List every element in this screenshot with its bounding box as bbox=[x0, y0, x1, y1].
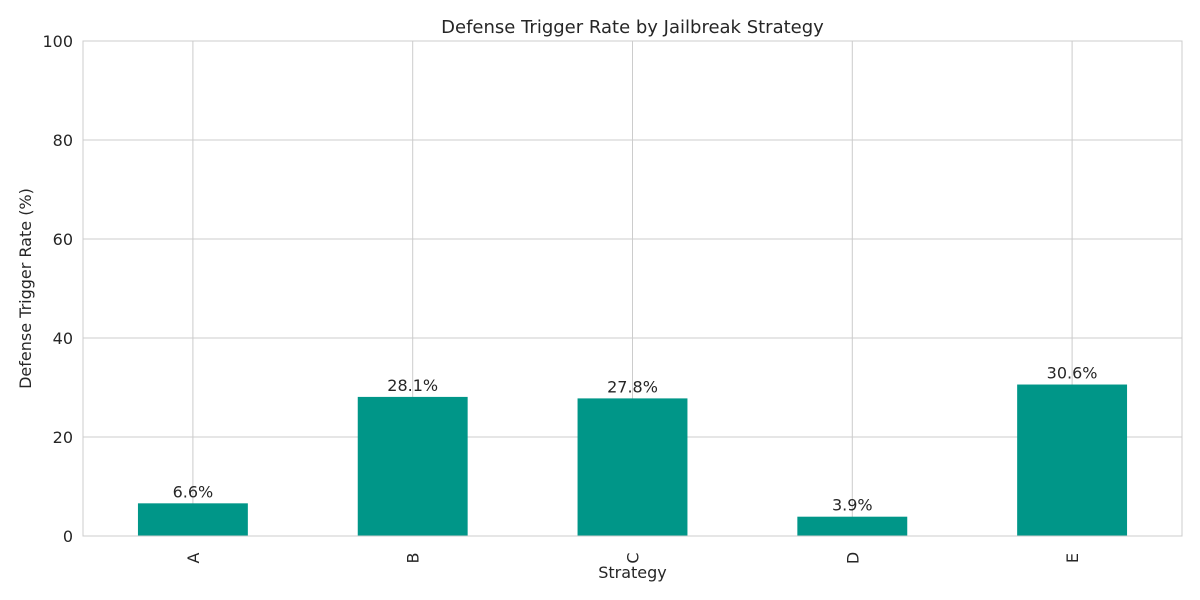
bar-d bbox=[797, 516, 908, 536]
y-axis-label: Defense Trigger Rate (%) bbox=[16, 188, 35, 389]
y-tick-label: 100 bbox=[42, 32, 73, 51]
y-tick-label: 80 bbox=[53, 131, 73, 150]
bar-layer bbox=[137, 384, 1128, 536]
y-tick-label: 40 bbox=[53, 329, 73, 348]
x-axis-label: Strategy bbox=[598, 563, 667, 582]
data-label: 3.9% bbox=[832, 496, 873, 515]
data-label: 28.1% bbox=[387, 376, 438, 395]
bar-b bbox=[357, 396, 468, 536]
data-label-layer: 6.6% 28.1% 27.8% 3.9% 30.6% bbox=[173, 364, 1098, 515]
tick-layer: 0 20 40 60 80 100 A B C D E bbox=[42, 32, 1082, 564]
data-label: 6.6% bbox=[173, 482, 214, 501]
x-tick-label: A bbox=[184, 552, 203, 563]
x-tick-label: C bbox=[624, 552, 643, 563]
bar-e bbox=[1017, 384, 1128, 536]
data-label: 30.6% bbox=[1047, 364, 1098, 383]
x-tick-label: E bbox=[1063, 553, 1082, 563]
bar-a bbox=[137, 503, 248, 536]
x-tick-label: D bbox=[843, 552, 862, 564]
y-tick-label: 60 bbox=[53, 230, 73, 249]
x-tick-label: B bbox=[404, 553, 423, 564]
data-label: 27.8% bbox=[607, 377, 658, 396]
y-tick-label: 0 bbox=[63, 527, 73, 546]
y-tick-label: 20 bbox=[53, 428, 73, 447]
bar-c bbox=[577, 398, 688, 536]
plot-frame bbox=[82, 40, 1183, 537]
chart-title: Defense Trigger Rate by Jailbreak Strate… bbox=[441, 17, 824, 38]
